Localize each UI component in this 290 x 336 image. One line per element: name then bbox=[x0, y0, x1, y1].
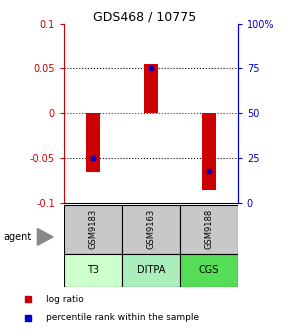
Text: agent: agent bbox=[3, 232, 31, 242]
Text: DITPA: DITPA bbox=[137, 265, 165, 276]
Text: T3: T3 bbox=[87, 265, 99, 276]
Text: GDS468 / 10775: GDS468 / 10775 bbox=[93, 10, 197, 23]
Text: GSM9188: GSM9188 bbox=[204, 209, 213, 249]
Text: GSM9183: GSM9183 bbox=[88, 209, 97, 249]
Text: log ratio: log ratio bbox=[46, 295, 84, 303]
Text: percentile rank within the sample: percentile rank within the sample bbox=[46, 313, 199, 322]
Bar bbox=[144, 64, 158, 114]
Text: GSM9163: GSM9163 bbox=[146, 209, 155, 249]
Bar bbox=[202, 114, 216, 190]
Bar bbox=[122, 205, 180, 254]
Bar bbox=[122, 254, 180, 287]
Bar bbox=[64, 254, 122, 287]
Text: CGS: CGS bbox=[199, 265, 219, 276]
Bar bbox=[64, 205, 122, 254]
Polygon shape bbox=[37, 228, 53, 245]
Bar bbox=[180, 254, 238, 287]
Bar bbox=[180, 205, 238, 254]
Bar bbox=[86, 114, 100, 172]
